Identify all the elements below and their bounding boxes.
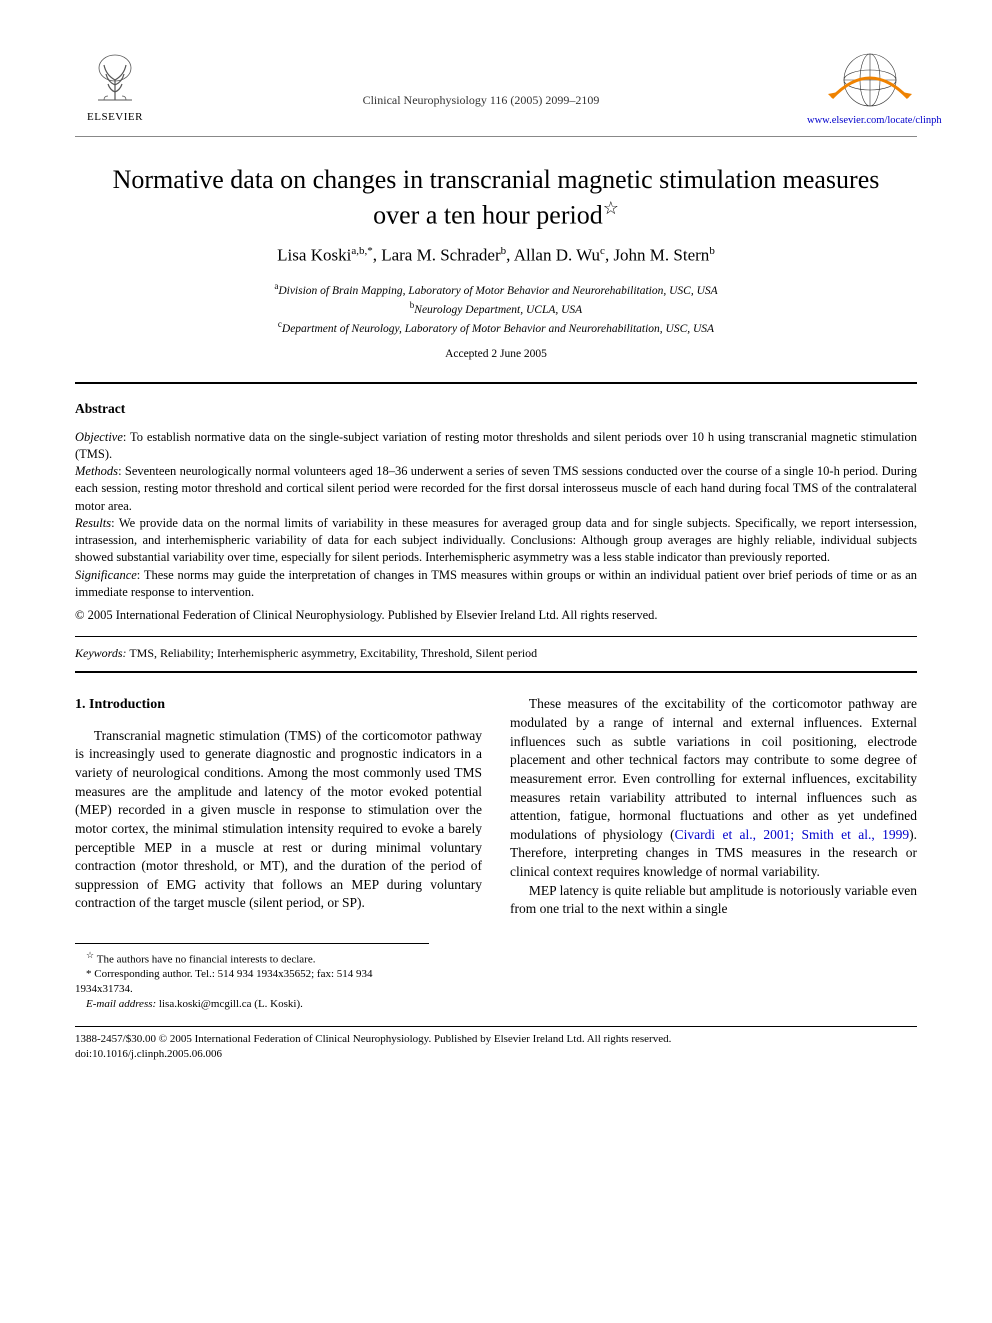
citation-civardi-smith[interactable]: Civardi et al., 2001; Smith et al., 1999	[675, 827, 910, 842]
ifcn-globe-icon	[822, 50, 917, 110]
publisher-logo: ELSEVIER	[75, 50, 155, 125]
results-text: : We provide data on the normal limits o…	[75, 516, 917, 565]
body-top-rule	[75, 671, 917, 673]
article-title: Normative data on changes in transcrania…	[75, 163, 917, 232]
accepted-date: Accepted 2 June 2005	[75, 347, 917, 363]
intro-heading: 1. Introduction	[75, 695, 482, 714]
author-4-affil: b	[709, 245, 715, 257]
author-4: John M. Stern	[613, 246, 709, 265]
footnote-declare-text: The authors have no financial interests …	[97, 954, 316, 966]
elsevier-tree-icon	[86, 50, 144, 108]
keywords-rule	[75, 636, 917, 637]
society-logo-block: www.elsevier.com/locate/clinph	[807, 50, 917, 128]
bottom-rule	[75, 1026, 917, 1027]
doi: doi:10.1016/j.clinph.2005.06.006	[75, 1048, 222, 1060]
significance-lead: Significance	[75, 568, 137, 582]
affiliation-b: Neurology Department, UCLA, USA	[414, 304, 582, 316]
affiliation-c: Department of Neurology, Laboratory of M…	[282, 323, 714, 335]
intro-p2: These measures of the excitability of th…	[510, 695, 917, 881]
footnote-corresponding: * Corresponding author. Tel.: 514 934 19…	[75, 967, 429, 997]
intro-p2a: These measures of the excitability of th…	[510, 696, 917, 841]
intro-p1: Transcranial magnetic stimulation (TMS) …	[75, 727, 482, 913]
author-3-affil: c	[600, 245, 605, 257]
author-1: Lisa Koski	[277, 246, 351, 265]
significance-text: : These norms may guide the interpretati…	[75, 568, 917, 599]
email-label: E-mail address:	[86, 998, 156, 1010]
author-2-affil: b	[501, 245, 507, 257]
abstract-heading: Abstract	[75, 400, 917, 418]
author-1-corr: *	[367, 245, 373, 257]
header-rule	[75, 136, 917, 137]
abstract-body: Objective: To establish normative data o…	[75, 429, 917, 625]
author-list: Lisa Koskia,b,*, Lara M. Schraderb, Alla…	[75, 244, 917, 268]
page-header: ELSEVIER Clinical Neurophysiology 116 (2…	[75, 50, 917, 128]
body-columns: 1. Introduction Transcranial magnetic st…	[75, 695, 917, 919]
intro-p3: MEP latency is quite reliable but amplit…	[510, 882, 917, 919]
footnote-declare: ☆ The authors have no financial interest…	[75, 949, 429, 968]
publisher-name: ELSEVIER	[75, 110, 155, 125]
objective-text: : To establish normative data on the sin…	[75, 430, 917, 461]
footnote-email: E-mail address: lisa.koski@mcgill.ca (L.…	[75, 997, 429, 1012]
title-footnote-star-icon: ☆	[603, 198, 619, 218]
abstract-copyright: © 2005 International Federation of Clini…	[75, 607, 917, 624]
abstract-top-rule	[75, 382, 917, 384]
author-3: Allan D. Wu	[514, 246, 600, 265]
author-1-affil: a,b,	[351, 245, 367, 257]
email-value: lisa.koski@mcgill.ca (L. Koski).	[156, 998, 303, 1010]
title-line-1: Normative data on changes in transcrania…	[113, 165, 880, 194]
affiliation-a: Division of Brain Mapping, Laboratory of…	[278, 285, 717, 297]
keywords-label: Keywords:	[75, 646, 127, 660]
methods-lead: Methods	[75, 464, 118, 478]
keywords-text: TMS, Reliability; Interhemispheric asymm…	[127, 646, 538, 660]
objective-lead: Objective	[75, 430, 123, 444]
journal-citation: Clinical Neurophysiology 116 (2005) 2099…	[155, 50, 807, 108]
methods-text: : Seventeen neurologically normal volunt…	[75, 464, 917, 513]
homepage-link[interactable]: www.elsevier.com/locate/clinph	[807, 114, 917, 128]
author-2: Lara M. Schrader	[381, 246, 500, 265]
footnote-corresponding-text: Corresponding author. Tel.: 514 934 1934…	[75, 968, 373, 995]
keywords: Keywords: TMS, Reliability; Interhemisph…	[75, 645, 917, 661]
results-lead: Results	[75, 516, 111, 530]
title-line-2: over a ten hour period	[373, 201, 603, 230]
bottom-info: 1388-2457/$30.00 © 2005 International Fe…	[75, 1032, 917, 1062]
issn-copyright: 1388-2457/$30.00 © 2005 International Fe…	[75, 1033, 671, 1045]
affiliations: aDivision of Brain Mapping, Laboratory o…	[75, 280, 917, 337]
footnotes: ☆ The authors have no financial interest…	[75, 943, 429, 1012]
